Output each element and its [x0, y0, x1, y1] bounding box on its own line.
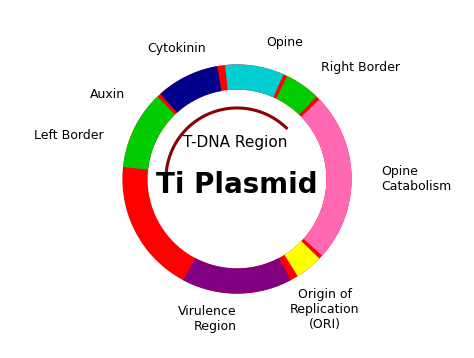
- Text: Opine
Catabolism: Opine Catabolism: [382, 165, 452, 193]
- Polygon shape: [284, 241, 319, 276]
- Polygon shape: [160, 66, 221, 112]
- Text: Auxin: Auxin: [90, 88, 125, 101]
- Polygon shape: [136, 97, 175, 137]
- Text: Cytokinin: Cytokinin: [147, 42, 206, 55]
- Text: Origin of
Replication
(ORI): Origin of Replication (ORI): [290, 287, 360, 331]
- Text: Left Border: Left Border: [35, 129, 104, 142]
- Polygon shape: [276, 76, 317, 115]
- Polygon shape: [123, 125, 158, 170]
- Polygon shape: [122, 64, 352, 294]
- Polygon shape: [225, 64, 283, 97]
- Polygon shape: [301, 100, 352, 256]
- Polygon shape: [183, 258, 291, 294]
- Text: Right Border: Right Border: [321, 61, 400, 74]
- Text: Opine: Opine: [266, 36, 303, 49]
- Text: Ti Plasmid: Ti Plasmid: [156, 171, 318, 199]
- Text: T-DNA Region: T-DNA Region: [182, 135, 287, 150]
- Text: Virulence
Region: Virulence Region: [178, 305, 237, 333]
